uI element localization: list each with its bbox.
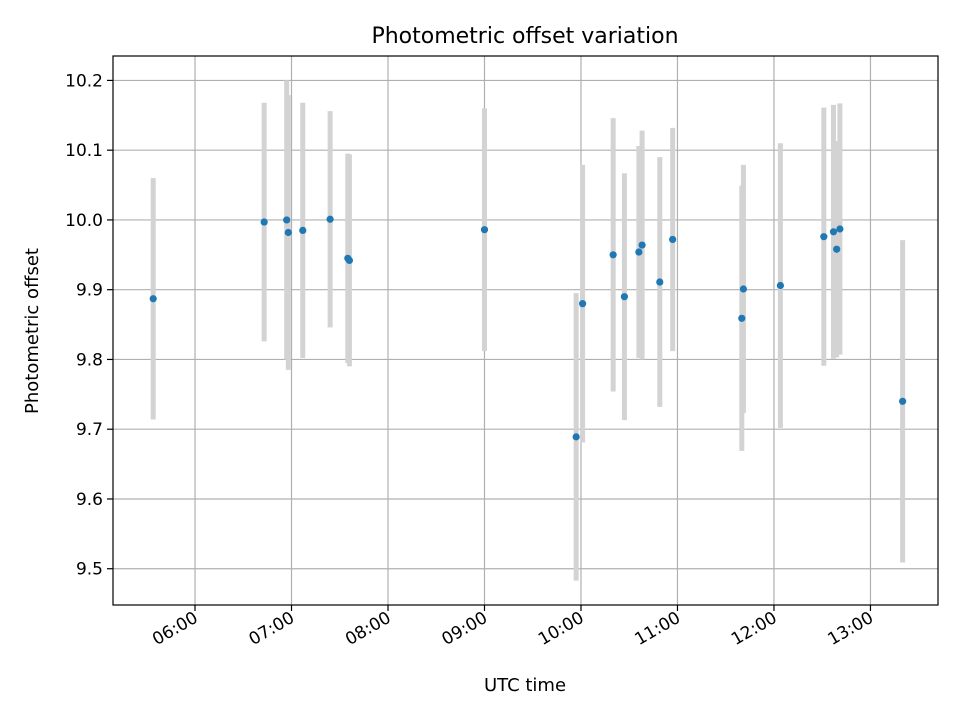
y-tick-label: 9.6 xyxy=(76,490,103,510)
y-tick-label: 10.2 xyxy=(65,71,103,91)
data-point xyxy=(149,295,157,303)
grid xyxy=(113,56,938,605)
data-point xyxy=(284,228,292,237)
y-axis-label: Photometric offset xyxy=(22,248,43,414)
data-point xyxy=(480,226,489,234)
data-points xyxy=(149,215,907,441)
data-point xyxy=(669,235,677,244)
data-point xyxy=(260,218,268,226)
data-point xyxy=(572,433,580,441)
y-tick-label: 10.0 xyxy=(65,211,103,231)
data-point xyxy=(283,216,291,224)
data-point xyxy=(899,397,907,405)
data-point xyxy=(829,228,838,236)
chart-title: Photometric offset variation xyxy=(371,24,678,49)
y-tick-label: 9.8 xyxy=(76,350,103,370)
y-axis-ticks: 9.5 9.6 9.7 9.8 9.9 10.0 10.1 10.2 xyxy=(65,71,113,580)
data-point xyxy=(345,256,354,264)
data-point xyxy=(635,248,643,256)
y-tick-label: 10.1 xyxy=(65,141,103,161)
data-point xyxy=(739,285,748,293)
data-point xyxy=(820,233,828,241)
plot-frame xyxy=(112,55,939,606)
data-point xyxy=(836,225,844,233)
data-point xyxy=(620,293,629,301)
data-point xyxy=(299,226,307,234)
data-point xyxy=(833,245,841,253)
data-point xyxy=(609,251,617,259)
y-tick-label: 9.7 xyxy=(76,420,103,440)
data-point xyxy=(656,278,664,286)
x-axis-label: UTC time xyxy=(484,675,566,696)
data-point xyxy=(738,314,746,322)
data-point xyxy=(776,281,784,290)
y-tick-label: 9.5 xyxy=(76,560,103,580)
data-point xyxy=(578,300,587,308)
data-point xyxy=(326,215,334,223)
data-point xyxy=(638,241,646,249)
y-tick-label: 9.9 xyxy=(76,281,103,301)
